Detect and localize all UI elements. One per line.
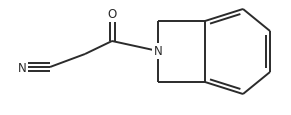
Text: N: N xyxy=(18,61,26,74)
Text: O: O xyxy=(107,8,117,21)
Text: N: N xyxy=(154,45,162,58)
